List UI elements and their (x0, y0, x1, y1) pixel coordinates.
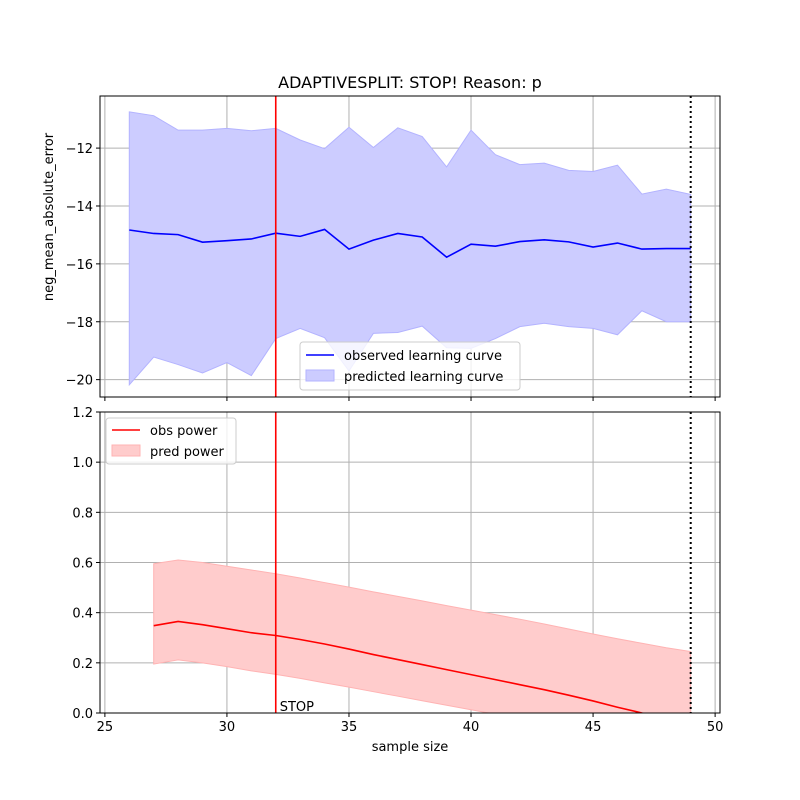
power-panel: 0.00.20.40.60.81.01.2 25 30 35 40 45 50 STOP … (72, 406, 723, 755)
learning-curve-legend: observed learning curve predicted learni… (299, 341, 521, 391)
legend-box (299, 341, 521, 391)
x-tick-label: 35 (341, 720, 358, 735)
learning-curve-y-ticks: −20 −18 −16 −14 −12 (66, 142, 100, 389)
legend-obs-power-label: obs power (150, 424, 218, 439)
y-tick-label: −14 (66, 200, 93, 215)
legend-pred-power-swatch (111, 444, 141, 457)
y-tick-label: 0.0 (72, 707, 93, 722)
pred-power-band (153, 559, 692, 713)
learning-curve-x-ticks (104, 397, 716, 401)
legend-predicted-swatch (305, 369, 335, 382)
x-tick-label: 40 (463, 720, 480, 735)
y-tick-label: 0.6 (72, 557, 93, 572)
x-tick-label: 25 (97, 720, 114, 735)
legend-observed-label: observed learning curve (344, 349, 502, 364)
learning-curve-panel: −20−18−16−14−12 neg_mean_absolute_error … (42, 95, 721, 401)
y-tick-label: −20 (66, 374, 93, 389)
power-x-ticks: 25 30 35 40 45 50 (97, 713, 724, 735)
y-axis-label: neg_mean_absolute_error (42, 132, 57, 301)
legend-predicted-label: predicted learning curve (344, 370, 503, 385)
x-tick-label: 30 (219, 720, 236, 735)
y-tick-label: 0.2 (72, 657, 93, 672)
legend-pred-power-label: pred power (150, 445, 225, 460)
power-y-ticks: 0.0 0.2 0.4 0.6 0.8 1.0 1.2 (72, 406, 100, 722)
x-tick-label: 50 (707, 720, 724, 735)
observed-learning-curve-line (129, 228, 691, 259)
y-tick-label: 0.8 (72, 506, 93, 521)
y-tick-label: −16 (66, 258, 93, 273)
power-legend: obs power pred power (105, 417, 237, 465)
x-axis-label: sample size (372, 740, 449, 755)
learning-curve-axes-frame (99, 95, 721, 398)
y-tick-label: 0.4 (72, 607, 93, 622)
stop-annotation: STOP (280, 700, 314, 715)
y-tick-label: 1.2 (72, 406, 93, 421)
y-tick-label: −18 (66, 316, 93, 331)
observed-learning-curve-points (129, 229, 691, 258)
chart-title: ADAPTIVESPLIT: STOP! Reason: p (278, 73, 542, 92)
x-tick-label: 45 (585, 720, 602, 735)
y-tick-label: −12 (66, 142, 93, 157)
y-tick-label: 1.0 (72, 456, 93, 471)
